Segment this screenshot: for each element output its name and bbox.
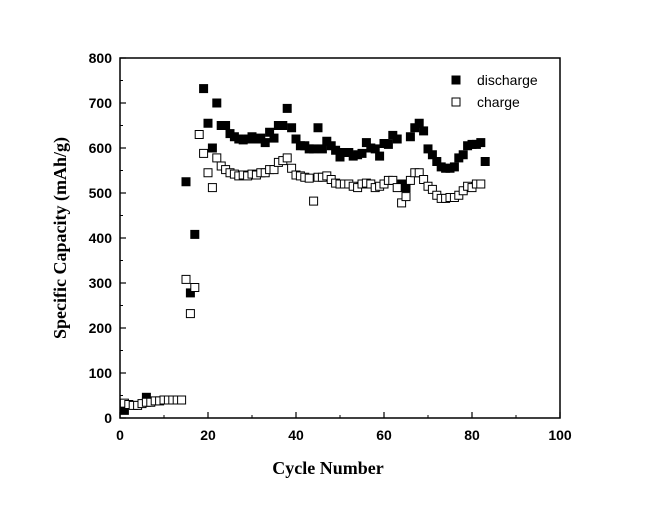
charge-point (304, 173, 314, 183)
discharge-point (414, 118, 424, 128)
discharge-point (203, 118, 213, 128)
discharge-point (458, 150, 468, 160)
data-points (119, 84, 490, 415)
y-tick-label: 300 (89, 275, 113, 291)
discharge-point (405, 132, 415, 142)
x-tick-label: 40 (288, 427, 304, 443)
y-axis-title: Specific Capacity (mAh/g) (50, 137, 71, 339)
y-tick-label: 400 (89, 230, 113, 246)
x-tick-label: 0 (116, 427, 124, 443)
charge-point (177, 395, 187, 405)
charge-point (401, 192, 411, 202)
legend-marker-discharge (451, 75, 461, 85)
charge-point (309, 196, 319, 206)
charge-point (405, 175, 415, 185)
discharge-point (357, 148, 367, 158)
plot-frame (119, 57, 561, 419)
x-tick-label: 80 (464, 427, 480, 443)
y-tick-label: 800 (89, 50, 113, 66)
charge-point (181, 274, 191, 284)
discharge-point (207, 143, 217, 153)
x-tick-label: 20 (200, 427, 216, 443)
charge-point (476, 179, 486, 189)
charge-point (199, 148, 209, 158)
discharge-point (199, 84, 209, 94)
discharge-point (383, 139, 393, 149)
discharge-point (480, 157, 490, 166)
discharge-point (449, 162, 459, 172)
discharge-point (375, 151, 385, 161)
y-tick-label: 100 (89, 365, 113, 381)
x-tick-label: 100 (548, 427, 572, 443)
charge-point (392, 183, 402, 193)
x-axis-title: Cycle Number (272, 458, 383, 478)
discharge-point (212, 98, 222, 108)
charge-point (185, 309, 195, 319)
discharge-point (221, 121, 231, 130)
x-tick-label: 60 (376, 427, 392, 443)
discharge-point (282, 103, 292, 113)
y-tick-label: 600 (89, 140, 113, 156)
discharge-point (309, 144, 319, 154)
discharge-point (317, 144, 327, 154)
discharge-point (269, 133, 279, 143)
discharge-point (190, 229, 200, 239)
charge-point (212, 153, 222, 163)
axis-ticks: 0 20 40 60 80 100 0 100 200 300 400 500 600 700 800 (89, 50, 572, 443)
charge-point (203, 168, 213, 178)
discharge-point (392, 134, 402, 144)
charge-point (207, 183, 217, 193)
y-tick-label: 200 (89, 320, 113, 336)
legend: discharge charge (451, 72, 538, 110)
legend-label-discharge: discharge (477, 72, 538, 88)
discharge-point (287, 123, 297, 133)
discharge-point (476, 138, 486, 148)
discharge-point (181, 177, 191, 187)
y-tick-label: 0 (104, 410, 112, 426)
discharge-point (313, 123, 323, 133)
discharge-point (278, 121, 288, 130)
discharge-point (419, 126, 429, 136)
y-tick-label: 700 (89, 95, 113, 111)
charge-point (194, 130, 204, 139)
y-tick-label: 500 (89, 185, 113, 201)
legend-marker-charge (451, 97, 461, 107)
charge-point (282, 153, 292, 163)
charge-point (190, 283, 200, 292)
legend-label-charge: charge (477, 94, 520, 110)
discharge-point (260, 138, 270, 148)
